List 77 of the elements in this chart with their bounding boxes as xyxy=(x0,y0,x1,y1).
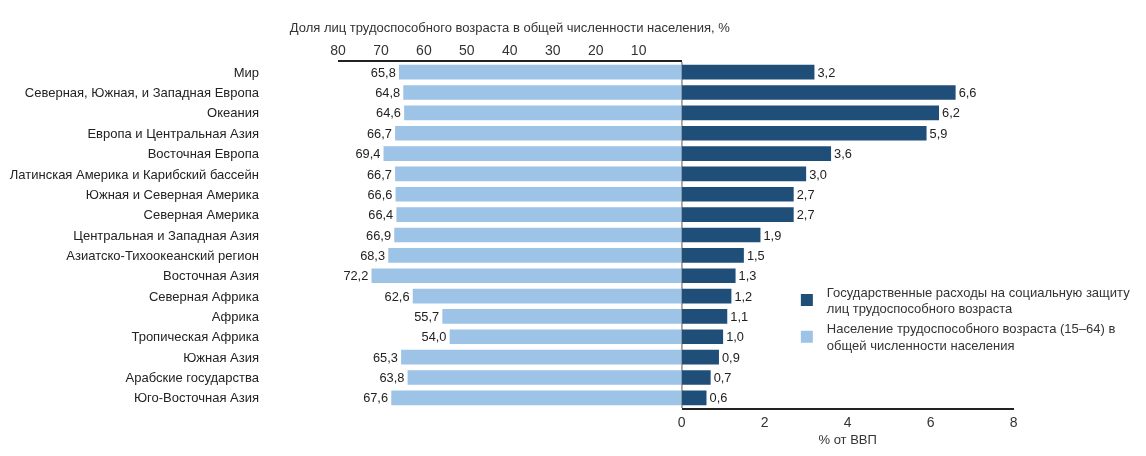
x-tick-label: 40 xyxy=(502,41,518,58)
data-label: 66,7 xyxy=(366,125,392,141)
x-tick-label: 8 xyxy=(1009,413,1018,430)
data-label: 66,9 xyxy=(366,227,392,243)
x-tick-label: 0 xyxy=(677,413,686,430)
y-tick-label: Южная Азия xyxy=(183,349,259,365)
y-tick-label: Азиатско-Тихоокеанский регион xyxy=(66,247,259,263)
data-label: 54,0 xyxy=(421,329,447,345)
y-tick-label: Восточная Европа xyxy=(147,146,260,162)
x-tick-label: 70 xyxy=(373,41,389,58)
bar xyxy=(681,349,719,365)
data-label: 72,2 xyxy=(343,268,369,284)
y-tick-label: Европа и Центральная Азия xyxy=(87,125,259,141)
data-label: 3,2 xyxy=(817,64,836,80)
data-label: 69,4 xyxy=(355,146,381,162)
y-tick-label: Мир xyxy=(233,64,259,80)
y-tick-label: Африка xyxy=(211,308,260,324)
x-tick-label: 2 xyxy=(760,413,769,430)
bar xyxy=(681,288,732,304)
y-tick-label: Южная и Северная Америка xyxy=(85,186,260,202)
y-tick-label: Северная, Южная, и Западная Европа xyxy=(24,85,260,101)
y-tick-label: Латинская Америка и Карибский бассейн xyxy=(9,166,259,182)
x-axis-title: % от ВВП xyxy=(818,431,877,447)
x-tick-label: 10 xyxy=(630,41,647,58)
bar xyxy=(681,370,711,385)
x-tick-label: 20 xyxy=(587,41,604,58)
data-label: 2,7 xyxy=(796,186,815,202)
legend-label: Государственные расходы на социальную защиту лиц трудоспособного возраста xyxy=(826,284,1131,317)
data-label: 64,6 xyxy=(376,105,401,121)
y-tick-label: Тропическая Африка xyxy=(131,329,260,345)
y-tick-label: Юго-Восточная Азия xyxy=(133,390,259,406)
y-tick-label: Северная Африка xyxy=(148,288,260,304)
data-label: 63,8 xyxy=(379,370,405,386)
data-label: 6,6 xyxy=(958,85,977,101)
data-label: 55,7 xyxy=(414,308,440,324)
data-label: 67,6 xyxy=(363,390,389,406)
bar xyxy=(681,248,744,263)
data-label: 66,6 xyxy=(367,186,393,202)
data-label: 0,9 xyxy=(721,349,740,365)
bar xyxy=(681,268,736,284)
data-label: 6,2 xyxy=(942,105,960,121)
data-label: 1,3 xyxy=(738,268,757,284)
data-label: 62,6 xyxy=(384,288,410,304)
bar xyxy=(681,309,728,324)
data-label: 2,7 xyxy=(796,207,815,223)
y-tick-label: Океания xyxy=(207,105,259,121)
data-label: 65,8 xyxy=(370,64,396,80)
x-tick-label: 30 xyxy=(544,41,561,58)
data-label: 1,1 xyxy=(730,308,749,324)
y-tick-label: Центральная и Западная Азия xyxy=(73,227,259,243)
data-label: 1,0 xyxy=(726,329,744,345)
y-tick-label: Северная Америка xyxy=(143,207,260,223)
data-label: 68,3 xyxy=(360,247,386,263)
data-label: 0,7 xyxy=(713,370,732,386)
data-label: 1,2 xyxy=(734,288,753,304)
y-tick-label: Арабские государства xyxy=(125,370,260,386)
data-label: 0,6 xyxy=(709,390,728,406)
data-label: 66,4 xyxy=(368,207,394,223)
bar xyxy=(681,390,707,406)
data-label: 1,9 xyxy=(763,227,782,243)
data-label: 3,6 xyxy=(834,146,852,162)
x-tick-label: 50 xyxy=(459,41,475,58)
data-label: 64,8 xyxy=(375,85,401,101)
x-tick-label: 60 xyxy=(416,41,432,58)
data-label: 65,3 xyxy=(373,349,398,365)
x-tick-label: 6 xyxy=(926,413,935,430)
legend-label: Население трудоспособного возраста (15–64) в общей численности населения xyxy=(826,321,1116,354)
bar xyxy=(681,227,761,243)
x-tick-label: 4 xyxy=(843,413,852,430)
data-label: 3,0 xyxy=(809,166,827,182)
data-label: 66,7 xyxy=(366,166,392,182)
y-tick-label: Восточная Азия xyxy=(163,268,259,284)
data-label: 1,5 xyxy=(746,247,765,263)
data-label: 5,9 xyxy=(929,125,948,141)
x-tick-label: 80 xyxy=(330,41,346,58)
x-axis-title: Доля лиц трудоспособного возраста в общей численности населения, % xyxy=(289,20,731,36)
bar xyxy=(681,329,724,345)
